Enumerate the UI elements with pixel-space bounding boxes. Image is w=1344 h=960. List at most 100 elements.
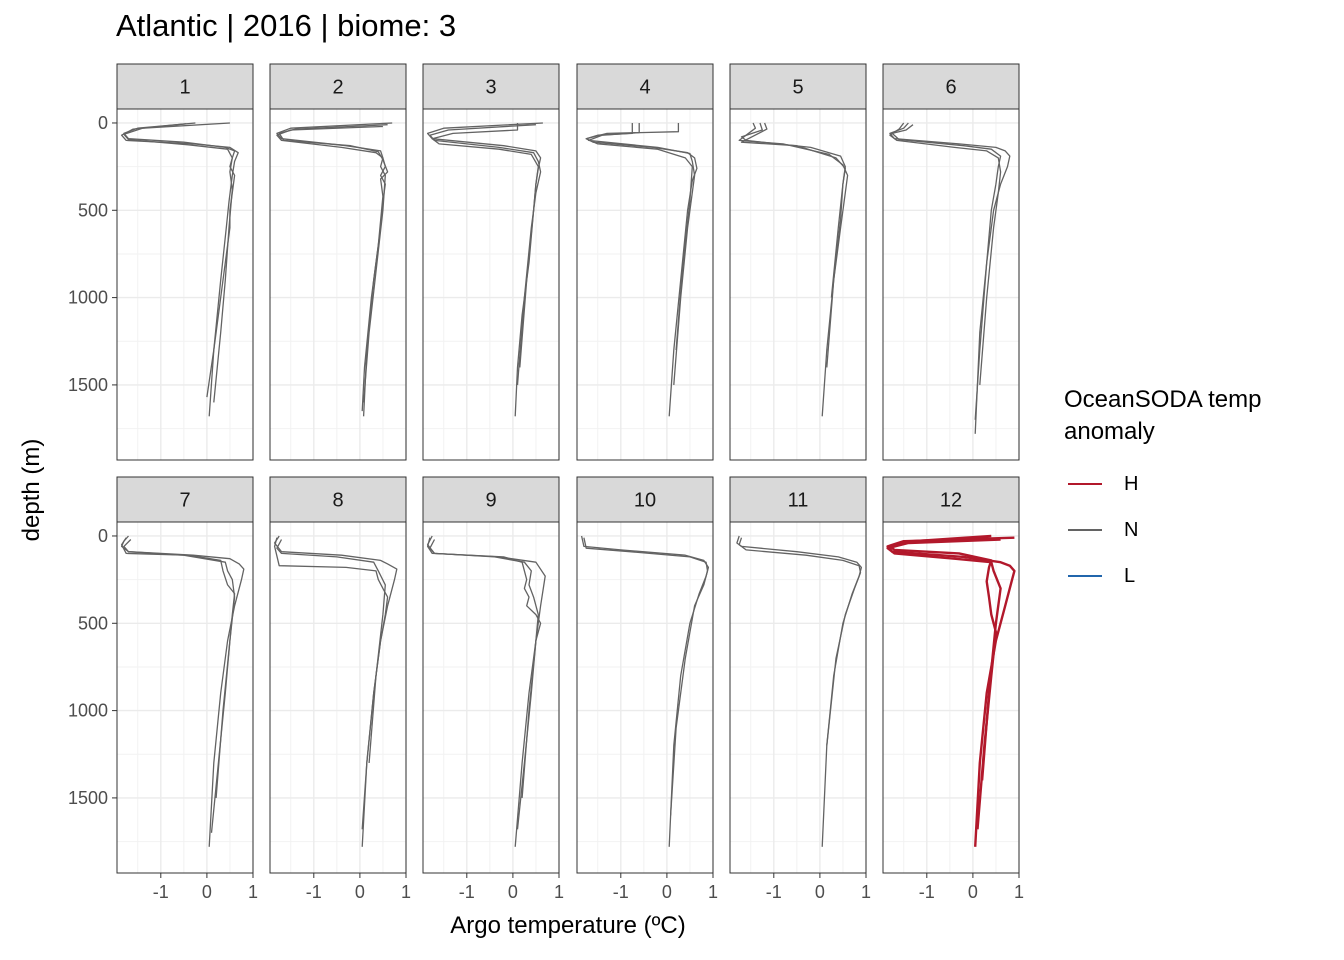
facet-panel-3: 3: [422, 63, 560, 461]
legend-key-l: [1068, 575, 1102, 577]
legend-key-h: [1068, 483, 1102, 485]
panel-border: [576, 521, 714, 874]
facet-strip-label: 8: [332, 490, 343, 512]
facet-strip-label: 5: [792, 77, 803, 99]
facet-strip-label: 4: [639, 77, 650, 99]
legend-title-line2: anomaly: [1064, 418, 1155, 445]
legend: OceanSODA temp anomaly H N L: [1064, 384, 1324, 587]
profile-line: [123, 122, 233, 403]
facet-panel-10: 10 -1 0 1: [576, 476, 718, 902]
panel-border: [269, 521, 407, 874]
facet-strip: [116, 476, 254, 523]
facet-strip-label: 7: [179, 490, 190, 512]
facet-strip: [116, 63, 254, 110]
facet-panel-2: 2: [269, 63, 407, 461]
facet-strip-label: 10: [634, 490, 656, 512]
legend-item-l: L: [1064, 562, 1184, 592]
profile-line: [587, 123, 696, 385]
panel-border: [882, 108, 1020, 461]
y-axis-label: depth (m): [18, 438, 45, 542]
panel-border: [729, 521, 867, 874]
facet-strip: [729, 63, 867, 110]
profile-line: [740, 122, 846, 368]
panel-border: [422, 521, 560, 874]
panel-border: [576, 108, 714, 461]
profile-line: [886, 538, 1002, 781]
panel-border: [116, 108, 254, 461]
x-tick-label: 1: [1014, 882, 1024, 902]
facet-strip: [422, 476, 560, 523]
facet-strip-label: 1: [179, 77, 190, 99]
facet-strip-label: 11: [788, 490, 809, 512]
profile-line: [120, 123, 239, 417]
facet-panel-1: 1 0 500 1000 1500: [68, 63, 254, 461]
legend-label-l: L: [1124, 565, 1136, 587]
profile-line: [585, 123, 693, 351]
facet-panel-8: 8 -1 0 1: [269, 476, 411, 902]
facet-strip-label: 3: [485, 77, 496, 99]
x-tick-label: 1: [401, 882, 411, 902]
x-tick-label: -1: [766, 882, 782, 902]
panel-border: [422, 108, 560, 461]
facet-strip-label: 2: [332, 77, 343, 99]
legend-title: OceanSODA temp anomaly: [1064, 384, 1324, 448]
facet-strip-label: 6: [945, 77, 956, 99]
legend-title-line1: OceanSODA temp: [1064, 386, 1262, 413]
facet-strip: [882, 63, 1020, 110]
panel-border: [269, 108, 407, 461]
x-tick-label: 0: [355, 882, 365, 902]
facet-panel-12: 12 -1 0 1: [882, 476, 1024, 902]
y-tick-label: 500: [78, 613, 108, 633]
facet-strip: [576, 476, 714, 523]
chart-title: Atlantic | 2016 | biome: 3: [116, 8, 457, 43]
panel-border: [116, 521, 254, 874]
facet-strip: [269, 63, 407, 110]
profile-line: [273, 537, 389, 830]
x-tick-label: 0: [202, 882, 212, 902]
legend-item-h: H: [1064, 470, 1184, 500]
facet-panel-11: 11 -1 0 1: [729, 476, 871, 902]
x-tick-label: 0: [968, 882, 978, 902]
facet-panel-9: 9 -1 0 1: [422, 476, 564, 902]
x-tick-label: -1: [153, 882, 169, 902]
y-tick-label: 1500: [68, 375, 108, 395]
y-tick-label: 1000: [68, 288, 108, 308]
y-tick-label: 0: [98, 526, 108, 546]
x-tick-label: 0: [662, 882, 672, 902]
y-tick-label: 1500: [68, 788, 108, 808]
profile-line: [738, 537, 862, 746]
facet-panel-4: 4: [576, 63, 714, 461]
x-tick-label: 1: [554, 882, 564, 902]
x-tick-label: -1: [306, 882, 322, 902]
legend-label-n: N: [1124, 519, 1139, 541]
profile-line: [740, 122, 846, 298]
y-tick-label: 1000: [68, 701, 108, 721]
x-tick-label: -1: [459, 882, 475, 902]
profile-line: [431, 123, 539, 368]
profile-line: [429, 539, 539, 798]
profile-line: [276, 125, 386, 403]
y-tick-label: 500: [78, 200, 108, 220]
legend-label-h: H: [1124, 473, 1139, 495]
x-tick-label: -1: [919, 882, 935, 902]
x-tick-label: -1: [613, 882, 629, 902]
legend-item-n: N: [1064, 516, 1184, 546]
facet-panel-5: 5: [729, 63, 867, 461]
facet-strip: [576, 63, 714, 110]
panel-border: [882, 521, 1020, 874]
facet-panel-6: 6: [882, 63, 1020, 461]
legend-key-n: [1068, 529, 1102, 531]
profile-line: [276, 539, 386, 764]
facet-panel-7: 7 -1 0 1 0 500 1000 1500: [68, 476, 258, 902]
facet-strip-label: 9: [485, 490, 496, 512]
panel-border: [729, 108, 867, 461]
y-tick-label: 0: [98, 113, 108, 133]
x-tick-label: 1: [861, 882, 871, 902]
x-tick-label: 0: [508, 882, 518, 902]
facet-strip-label: 12: [940, 490, 962, 512]
x-axis-label: Argo temperature (ºC): [450, 912, 686, 939]
profile-line: [889, 122, 1002, 385]
profile-line: [583, 537, 709, 816]
x-tick-label: 1: [248, 882, 258, 902]
